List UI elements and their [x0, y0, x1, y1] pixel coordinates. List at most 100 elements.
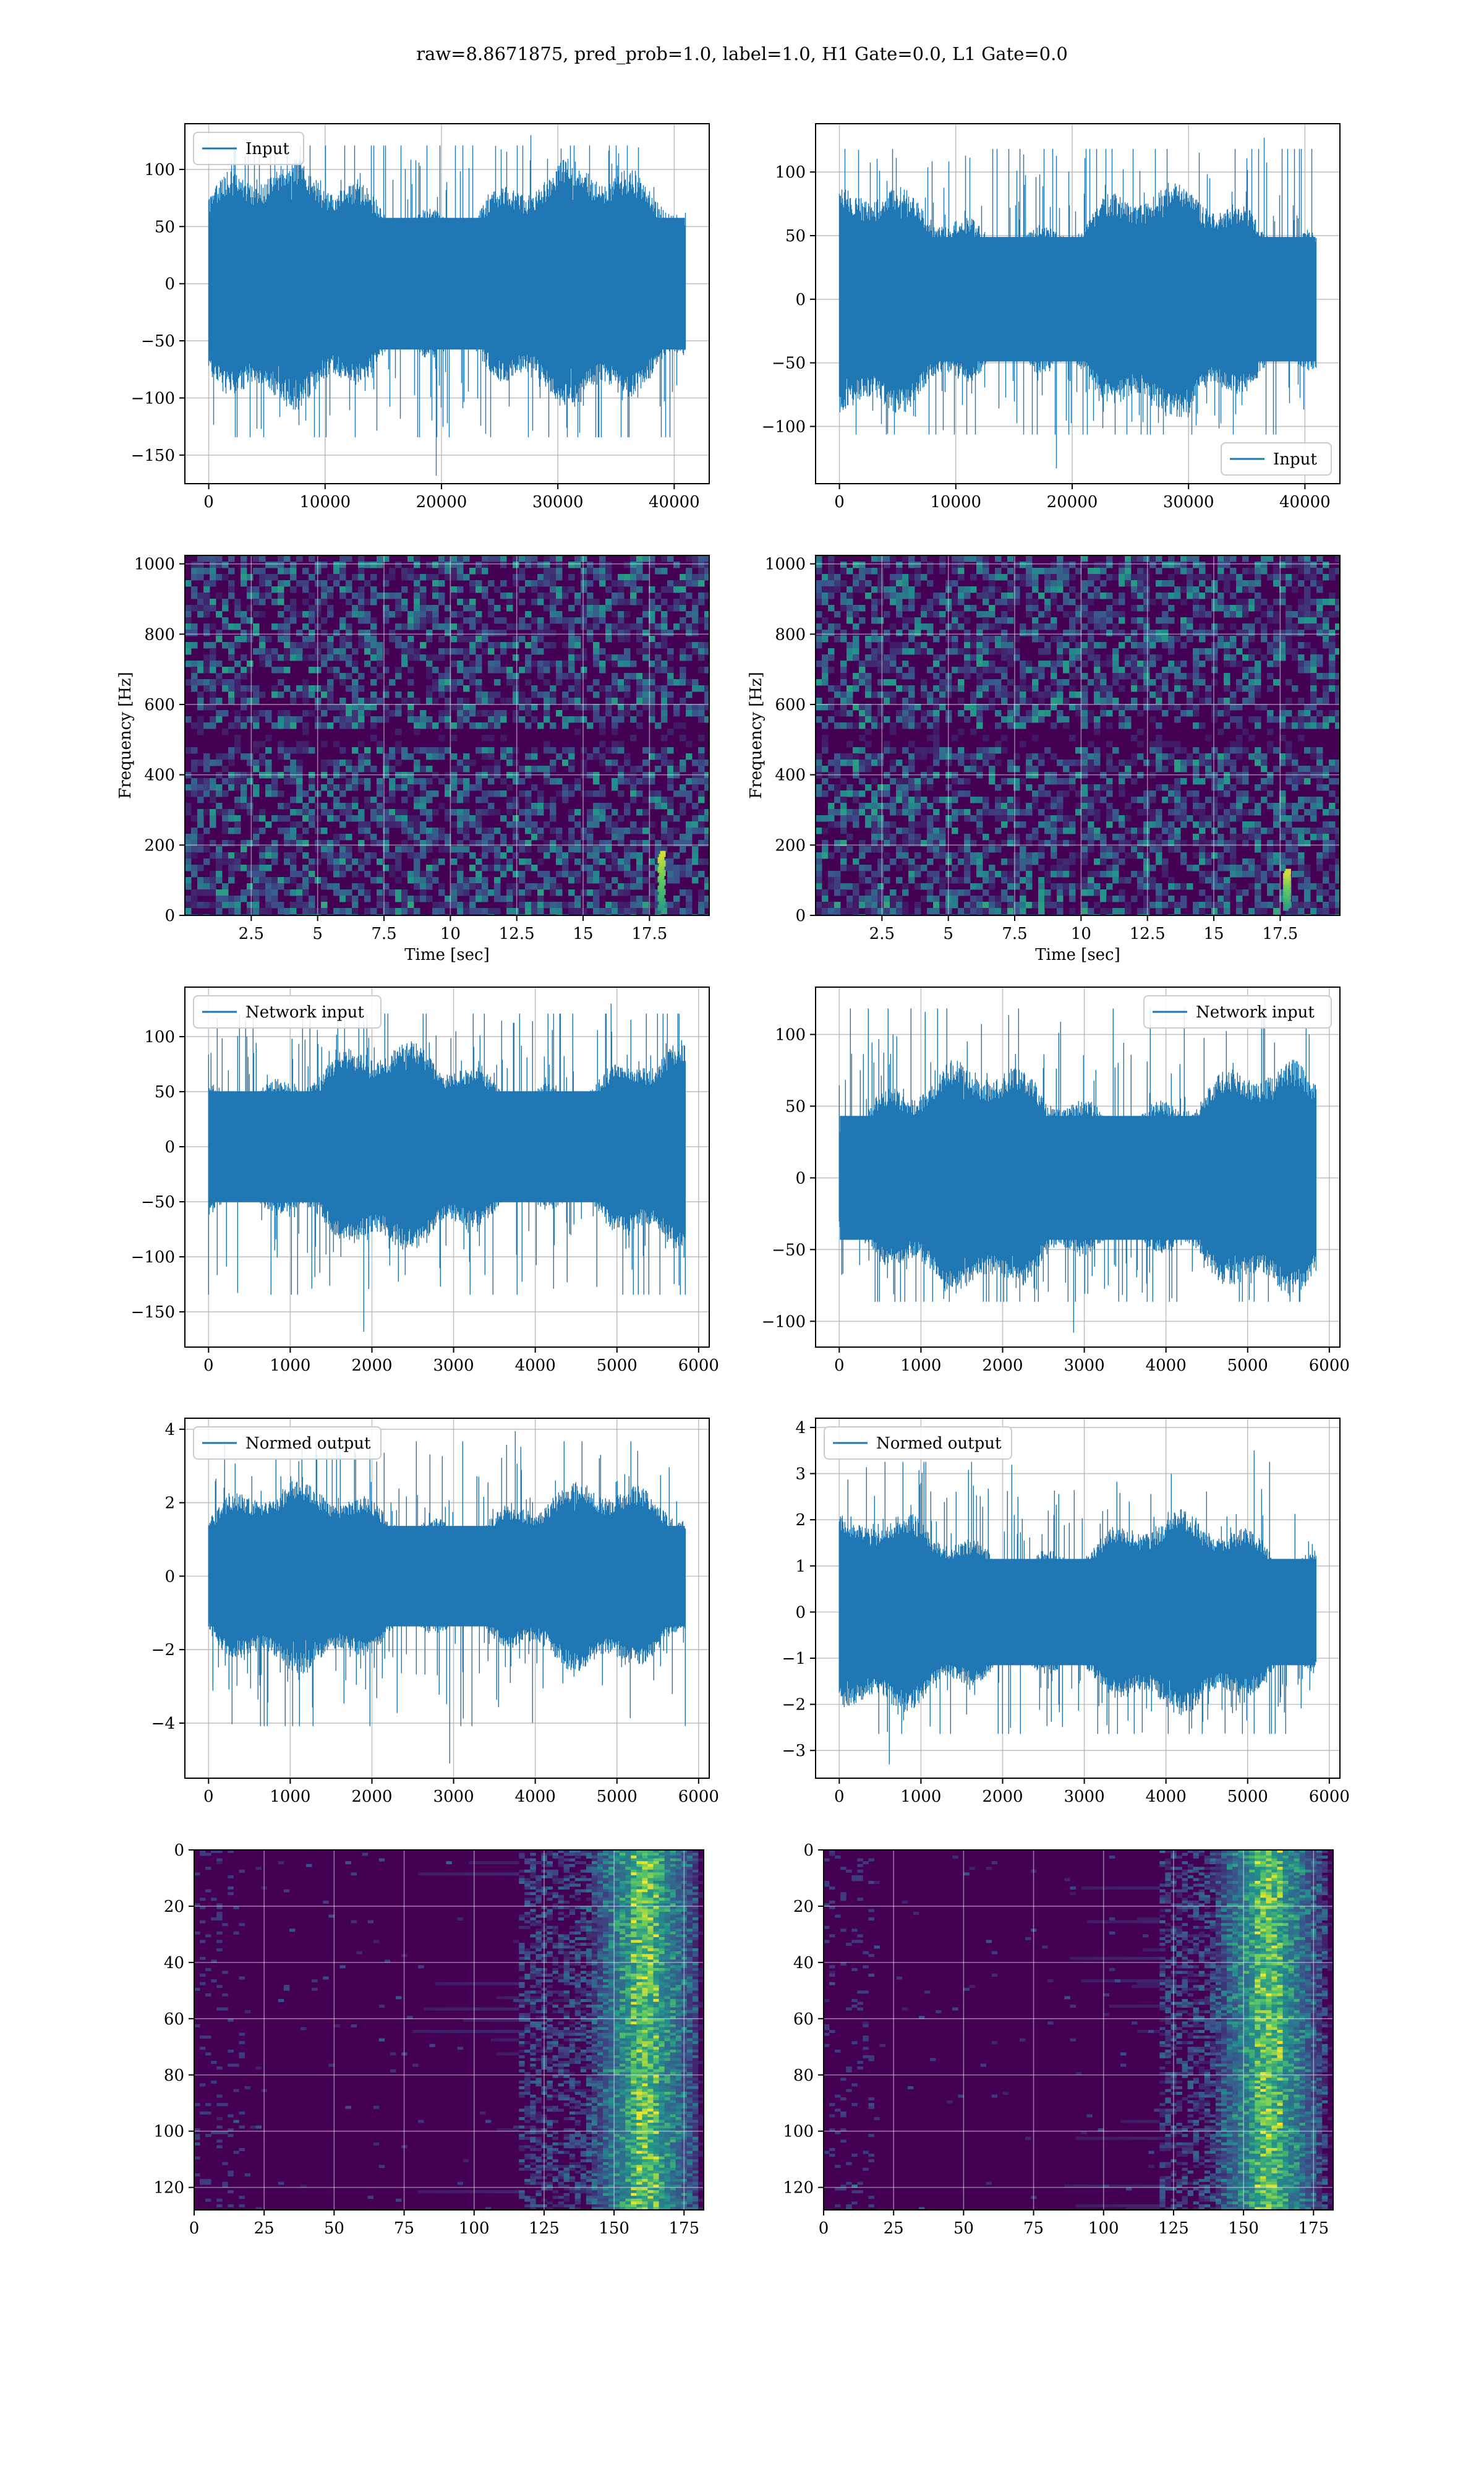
panel-feature-map-h1: 0 25 50 75 100 125 150 175 0 20 40 60 80 100 120 — [153, 1841, 704, 2238]
chirp-cell — [657, 867, 663, 873]
legend: Input — [193, 132, 304, 165]
y-tick-label: −150 — [131, 1303, 175, 1322]
x-tick-label: 1000 — [270, 1787, 310, 1806]
heatmap-image — [185, 555, 709, 915]
y-tick-label: 100 — [775, 163, 806, 182]
x-tick-label: 0 — [203, 1787, 214, 1806]
x-tick-label: 5 — [943, 925, 953, 943]
panel-normed-output-h1: 0 1000 2000 3000 4000 5000 6000 −4 −2 0 2 4 Normed o… — [151, 1418, 719, 1806]
y-tick-label: −50 — [141, 1193, 175, 1212]
y-tick-label: 0 — [795, 1603, 806, 1622]
chirp-cell — [659, 863, 665, 870]
chirp-cell — [660, 879, 666, 886]
y-tick-label: 0 — [795, 1169, 806, 1188]
legend-box — [1221, 442, 1332, 476]
y-tick-label: 20 — [164, 1898, 184, 1916]
legend-label: Network input — [1196, 1003, 1315, 1022]
y-tick-label: 200 — [144, 836, 175, 855]
chirp-cell — [1285, 868, 1291, 875]
y-tick-label: −3 — [782, 1742, 806, 1760]
x-tick-label: 10 — [440, 925, 461, 943]
y-tick-label: −100 — [762, 1312, 806, 1331]
x-tick-label: 25 — [884, 2219, 904, 2238]
legend: Normed output — [193, 1426, 382, 1460]
x-tick-label: 5000 — [597, 1787, 638, 1806]
x-tick-label: 7.5 — [1002, 925, 1027, 943]
x-tick-label: 4000 — [515, 1787, 556, 1806]
panel-network-input-h1: 0 1000 2000 3000 4000 5000 6000 −150 −100 −50 0 50 1… — [131, 987, 719, 1375]
y-tick-label: 60 — [164, 2010, 184, 2029]
x-axis-label: Time [sec] — [1035, 946, 1120, 964]
x-tick-label: 125 — [1158, 2219, 1189, 2238]
legend: Network input — [1143, 995, 1332, 1029]
axes-frame — [194, 1849, 704, 2211]
y-tick-label: 1 — [795, 1557, 806, 1576]
y-tick-label: 0 — [164, 1138, 175, 1157]
x-tick-label: 10000 — [930, 493, 981, 511]
y-tick-label: 120 — [153, 2179, 184, 2198]
x-tick-label: 0 — [834, 1787, 845, 1806]
y-tick-label: −100 — [131, 1248, 175, 1267]
x-tick-label: 0 — [189, 2219, 200, 2238]
chirp-cell — [657, 895, 663, 902]
chirp-cell — [660, 870, 666, 876]
chirp-cell — [660, 889, 666, 896]
axes-frame — [815, 1418, 1341, 1779]
x-tick-label: 2.5 — [239, 925, 264, 943]
y-tick-label: 40 — [164, 1954, 184, 1972]
waveform-core — [209, 218, 685, 350]
waveform-core — [840, 1116, 1316, 1240]
legend-label: Input — [1273, 450, 1317, 469]
y-tick-label: 100 — [144, 1028, 175, 1047]
x-axis-label: Time [sec] — [404, 946, 490, 964]
y-tick-label: 100 — [783, 2123, 814, 2141]
x-tick-label: 4000 — [1146, 1787, 1187, 1806]
x-tick-label: 40000 — [649, 493, 700, 511]
y-tick-label: 0 — [803, 1841, 814, 1860]
y-axis-label: Frequency [Hz] — [747, 672, 765, 799]
legend-label: Input — [245, 140, 289, 158]
x-tick-label: 150 — [1228, 2219, 1259, 2238]
y-tick-label: 40 — [793, 1954, 814, 1972]
x-tick-label: 50 — [953, 2219, 974, 2238]
x-tick-label: 10000 — [299, 493, 351, 511]
x-tick-label: 1000 — [900, 1787, 941, 1806]
heatmap-cells — [824, 1850, 1333, 2210]
y-tick-label: 50 — [785, 1097, 806, 1116]
legend: Normed output — [824, 1426, 1012, 1460]
y-tick-label: 80 — [793, 2066, 814, 2085]
y-tick-label: −100 — [131, 389, 175, 408]
chirp-cell — [660, 850, 666, 857]
x-tick-label: 150 — [599, 2219, 629, 2238]
y-tick-label: 600 — [144, 696, 175, 714]
x-tick-label: 20000 — [1047, 493, 1098, 511]
legend-box — [193, 995, 382, 1029]
y-tick-label: 100 — [153, 2123, 184, 2141]
x-tick-label: 100 — [459, 2219, 490, 2238]
x-tick-label: 75 — [1023, 2219, 1044, 2238]
y-tick-label: 60 — [793, 2010, 814, 2029]
x-tick-label: 125 — [529, 2219, 560, 2238]
y-tick-label: 100 — [144, 161, 175, 179]
x-tick-label: 3000 — [433, 1787, 474, 1806]
legend: Input — [1221, 442, 1332, 476]
y-tick-label: 2 — [795, 1511, 806, 1530]
legend-box — [824, 1426, 1012, 1460]
chirp-cell — [657, 904, 663, 911]
x-tick-label: 6000 — [678, 1787, 719, 1806]
y-tick-label: 600 — [775, 696, 806, 714]
y-tick-label: −2 — [782, 1696, 806, 1714]
legend-box — [193, 1426, 382, 1460]
y-axis-label: Frequency [Hz] — [116, 672, 135, 799]
y-tick-label: 0 — [164, 907, 175, 925]
chirp-cell — [659, 882, 665, 889]
waveform-core — [840, 237, 1316, 362]
y-tick-label: 1000 — [765, 555, 806, 574]
axes-frame — [184, 987, 710, 1348]
axes-frame — [184, 555, 710, 916]
x-tick-label: 2.5 — [869, 925, 895, 943]
x-tick-label: 6000 — [1309, 1356, 1350, 1375]
panel-input-l1: 0 10000 20000 30000 40000 −100 −50 0 50 100 Input — [762, 123, 1341, 511]
y-tick-label: 1000 — [134, 555, 175, 574]
legend-box — [1143, 995, 1332, 1029]
